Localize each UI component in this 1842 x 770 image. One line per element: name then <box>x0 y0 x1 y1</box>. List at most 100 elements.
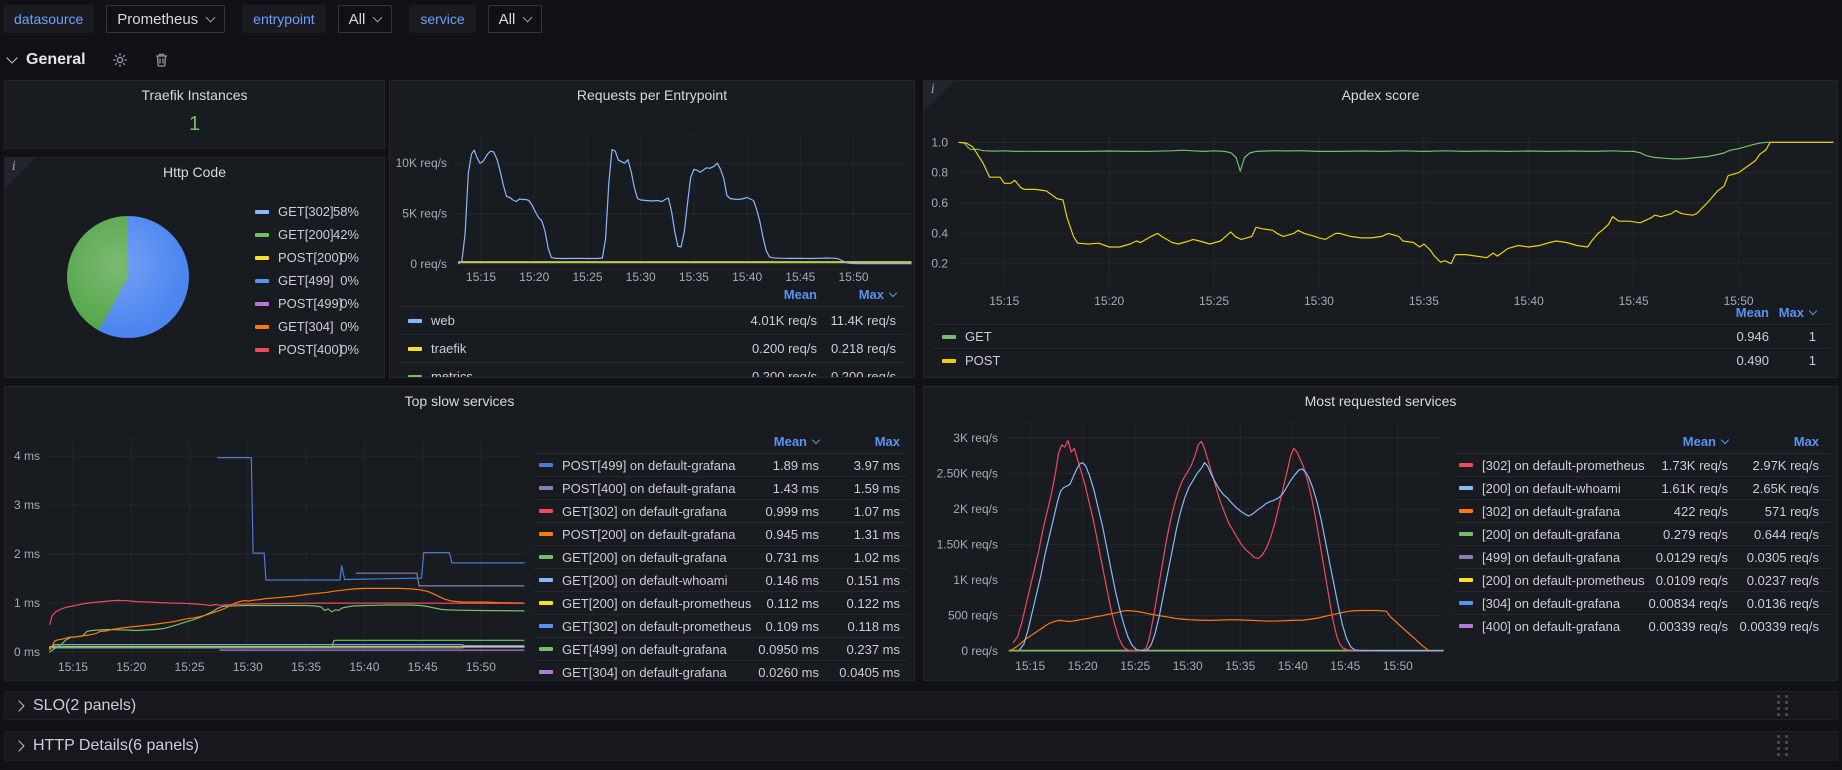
row-header-slo[interactable]: SLO (2 panels) <box>4 691 1838 720</box>
series-label[interactable]: GET[499] <box>278 273 334 288</box>
panel-title[interactable]: Requests per Entrypoint <box>576 87 728 103</box>
series-label[interactable]: GET <box>965 329 992 344</box>
pie-legend-item[interactable]: POST[200] 0% <box>255 246 359 269</box>
series-label[interactable]: POST[200] on default-grafana <box>562 526 736 542</box>
legend-row[interactable]: GET[304] on default-grafana 0.0260 ms 0.… <box>533 660 908 683</box>
variable-label-service[interactable]: service <box>409 5 476 33</box>
series-label[interactable]: GET[302] on default-grafana <box>562 503 727 519</box>
svg-text:15:35: 15:35 <box>1225 659 1255 673</box>
pie-legend-item[interactable]: GET[200] 42% <box>255 223 359 246</box>
row-title[interactable]: SLO <box>33 696 66 714</box>
legend-row[interactable]: GET[200] on default-grafana 0.731 ms 1.0… <box>533 545 908 568</box>
series-label[interactable]: [304] on default-grafana <box>1482 595 1621 611</box>
legend-row[interactable]: [302] on default-prometheus 1.73K req/s … <box>1453 453 1831 476</box>
legend-row[interactable]: [200] on default-grafana 0.279 req/s 0.6… <box>1453 522 1831 545</box>
series-label[interactable]: GET[200] on default-grafana <box>562 549 727 565</box>
series-label[interactable]: [200] on default-prometheus <box>1482 572 1645 588</box>
legend-header-mean[interactable]: Mean <box>1683 434 1730 449</box>
series-label[interactable]: [302] on default-prometheus <box>1482 457 1645 473</box>
row-delete-button[interactable] <box>154 52 169 68</box>
series-label[interactable]: [302] on default-grafana <box>1482 503 1621 519</box>
legend-header-max[interactable]: Max <box>874 434 900 449</box>
pie-legend-item[interactable]: POST[499] 0% <box>255 292 359 315</box>
legend-row[interactable]: traefik 0.200 req/s 0.218 req/s <box>398 334 908 362</box>
drag-handle-icon[interactable] <box>1775 734 1791 758</box>
series-mean: 0.731 ms <box>765 549 819 565</box>
legend-row[interactable]: [302] on default-grafana 422 req/s 571 r… <box>1453 499 1831 522</box>
legend-header-mean[interactable]: Mean <box>1735 305 1769 320</box>
pie-legend-item[interactable]: POST[400] 0% <box>255 338 359 361</box>
legend-row[interactable]: GET[200] on default-whoami 0.146 ms 0.15… <box>533 568 908 591</box>
legend-row[interactable]: GET 0.946 1 <box>932 324 1831 348</box>
series-label[interactable]: GET[200] <box>278 227 334 242</box>
legend-row[interactable]: GET[302] on default-grafana 0.999 ms 1.0… <box>533 499 908 522</box>
row-header-general[interactable]: General <box>6 47 169 73</box>
series-label[interactable]: GET[304] on default-grafana <box>562 664 727 680</box>
http-code-pie-chart[interactable] <box>67 216 189 338</box>
legend-row[interactable]: GET[200] on default-prometheus 0.112 ms … <box>533 591 908 614</box>
legend-row[interactable]: [304] on default-grafana 0.00834 req/s 0… <box>1453 591 1831 614</box>
variable-label-datasource[interactable]: datasource <box>3 5 95 33</box>
row-title[interactable]: General <box>26 51 86 68</box>
series-label[interactable]: POST[499] <box>278 296 343 311</box>
legend-row[interactable]: [400] on default-grafana 0.00339 req/s 0… <box>1453 614 1831 637</box>
pie-legend-item[interactable]: GET[302] 58% <box>255 200 359 223</box>
panel-title[interactable]: Top slow services <box>404 393 515 409</box>
legend-header-mean[interactable]: Mean <box>783 287 817 302</box>
most-requested-chart[interactable]: 0 req/s 500 req/s 1K req/s 1.50K req/s 2K re… <box>924 387 1837 680</box>
legend-row[interactable]: metrics 0.200 req/s 0.200 req/s <box>398 362 908 377</box>
series-label[interactable]: web <box>431 313 455 328</box>
series-label[interactable]: [200] on default-grafana <box>1482 526 1621 542</box>
panel-title[interactable]: Apdex score <box>1341 87 1420 103</box>
series-label[interactable]: GET[200] on default-whoami <box>562 572 728 588</box>
panel-title[interactable]: Most requested services <box>1304 393 1457 409</box>
top-slow-chart[interactable]: 0 ms 1 ms 2 ms 3 ms 4 ms 15:15 15:20 15:25 15:30… <box>5 387 914 680</box>
pie-legend-item[interactable]: GET[304] 0% <box>255 315 359 338</box>
series-label[interactable]: POST[400] <box>278 342 343 357</box>
series-label[interactable]: GET[200] on default-prometheus <box>562 595 752 611</box>
series-label[interactable]: GET[302] <box>278 204 334 219</box>
legend-row[interactable]: web 4.01K req/s 11.4K req/s <box>398 306 908 334</box>
legend-header-max[interactable]: Max <box>1779 305 1818 320</box>
row-header-http-details[interactable]: HTTP Details (6 panels) <box>4 731 1838 761</box>
legend-row[interactable]: POST[400] on default-grafana 1.43 ms 1.5… <box>533 476 908 499</box>
legend-header-max[interactable]: Max <box>859 287 898 302</box>
series-label[interactable]: traefik <box>431 341 467 356</box>
legend-row[interactable]: GET[499] on default-grafana 0.0950 ms 0.… <box>533 637 908 660</box>
series-label[interactable]: [400] on default-grafana <box>1482 618 1621 634</box>
series-label[interactable]: GET[302] on default-prometheus <box>562 618 752 634</box>
legend-header-mean[interactable]: Mean <box>774 434 821 449</box>
series-color-swatch <box>255 324 269 329</box>
legend-row[interactable]: [499] on default-grafana 0.0129 req/s 0.… <box>1453 545 1831 568</box>
variable-label-entrypoint[interactable]: entrypoint <box>242 5 326 33</box>
series-label[interactable]: GET[304] <box>278 319 334 334</box>
series-label[interactable]: POST[499] on default-grafana <box>562 457 736 473</box>
drag-handle-icon[interactable] <box>1775 694 1791 718</box>
variable-picker-datasource[interactable]: Prometheus <box>106 5 226 33</box>
series-label[interactable]: [200] on default-whoami <box>1482 480 1621 496</box>
legend-row[interactable]: [200] on default-whoami 1.61K req/s 2.65… <box>1453 476 1831 499</box>
series-label[interactable]: [499] on default-grafana <box>1482 549 1621 565</box>
series-label[interactable]: POST[400] on default-grafana <box>562 480 736 496</box>
panel-title[interactable]: Http Code <box>162 164 227 180</box>
requests-chart[interactable]: 0 req/s 5K req/s 10K req/s 15:15 15:20 15:25 1… <box>390 81 914 377</box>
panel-requests-per-entrypoint: Requests per Entrypoint 0 req/s 5K req/s 1… <box>389 80 915 378</box>
panel-title[interactable]: Traefik Instances <box>141 87 248 103</box>
legend-row[interactable]: POST[200] on default-grafana 0.945 ms 1.… <box>533 522 908 545</box>
legend-header-max[interactable]: Max <box>1793 434 1819 449</box>
series-label[interactable]: metrics <box>431 369 473 377</box>
variable-picker-service[interactable]: All <box>487 5 543 33</box>
pie-legend-item[interactable]: GET[499] 0% <box>255 269 359 292</box>
legend-row[interactable]: [200] on default-prometheus 0.0109 req/s… <box>1453 568 1831 591</box>
variable-picker-entrypoint[interactable]: All <box>337 5 393 33</box>
legend-row[interactable]: GET[302] on default-prometheus 0.109 ms … <box>533 614 908 637</box>
legend-row[interactable]: POST 0.490 1 <box>932 348 1831 372</box>
row-title[interactable]: HTTP Details <box>33 737 128 754</box>
legend-row[interactable]: POST[499] on default-grafana 1.89 ms 3.9… <box>533 453 908 476</box>
variable-value: All <box>498 10 516 28</box>
series-label[interactable]: POST <box>965 353 1001 368</box>
apdex-chart[interactable]: 0.2 0.4 0.6 0.8 1.0 15:15 15:20 15:25 15:30 15:35… <box>924 81 1837 377</box>
series-label[interactable]: POST[200] <box>278 250 343 265</box>
row-settings-button[interactable] <box>112 52 128 68</box>
series-label[interactable]: GET[499] on default-grafana <box>562 641 727 657</box>
